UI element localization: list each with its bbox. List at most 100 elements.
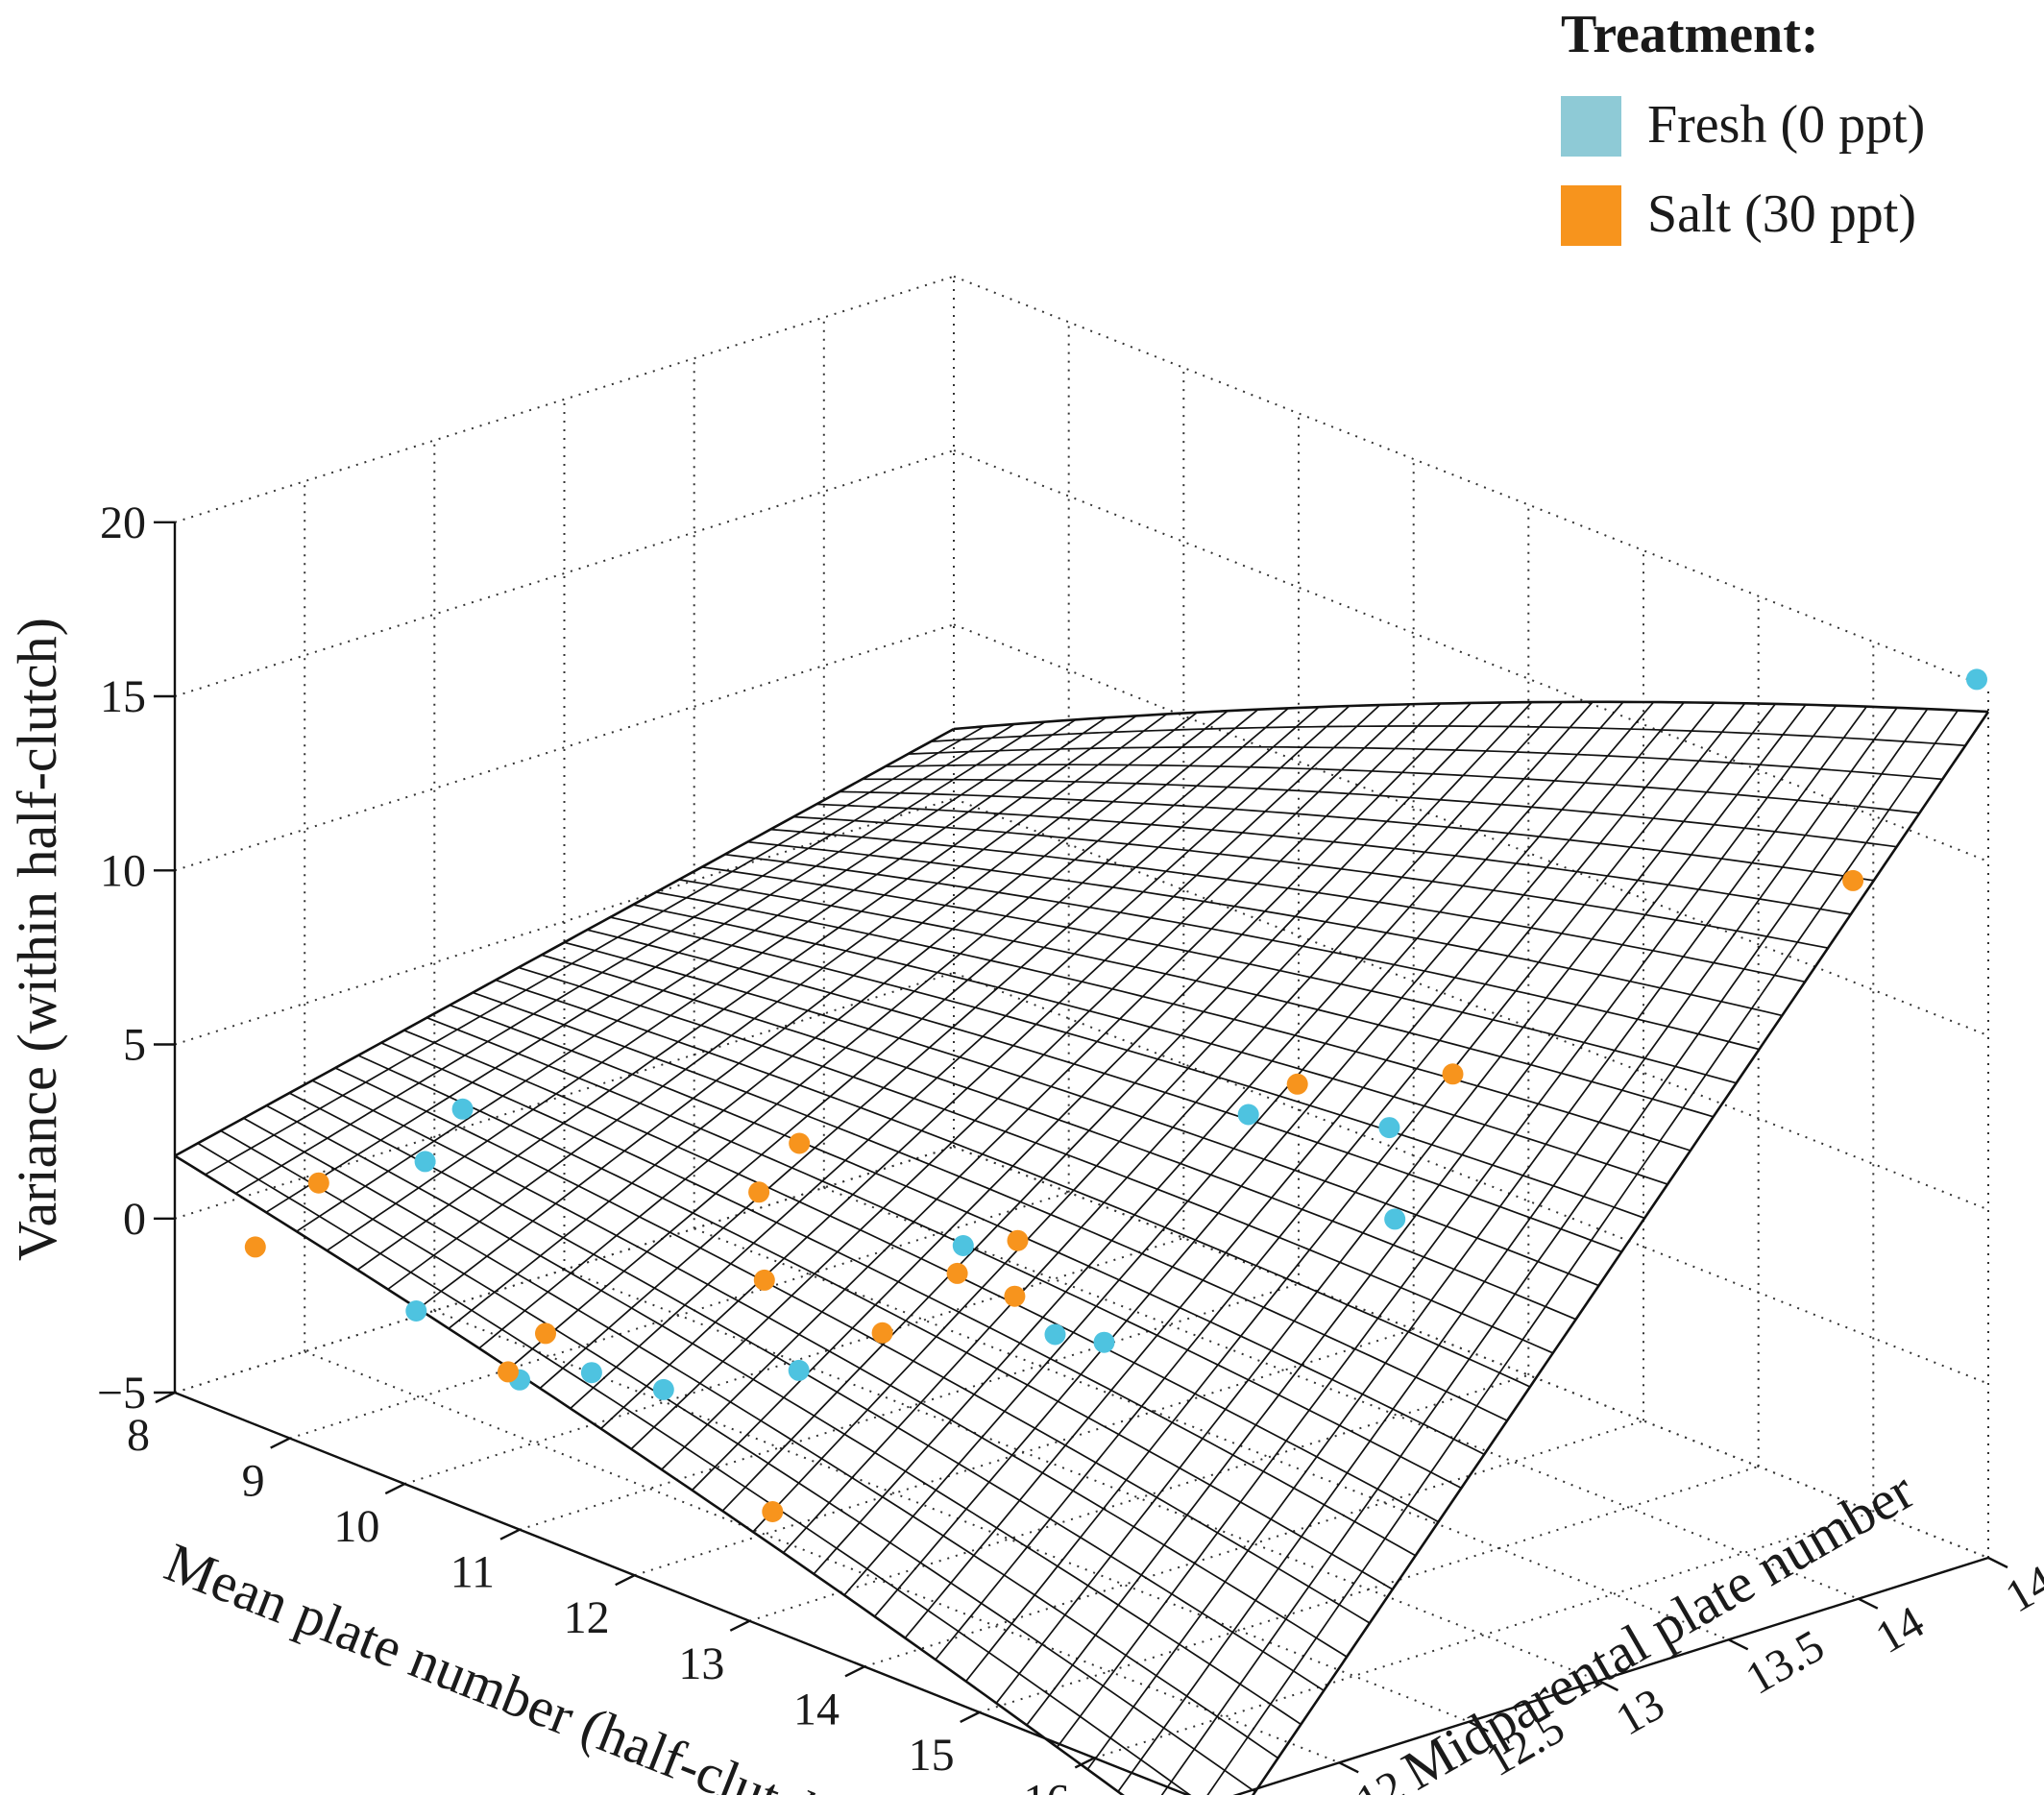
salt-point xyxy=(1007,1229,1029,1251)
fresh-point xyxy=(451,1098,474,1120)
x-tick xyxy=(729,1619,750,1632)
grid-line xyxy=(953,275,1989,689)
salt-point xyxy=(498,1361,519,1383)
surface-line xyxy=(564,941,1599,1287)
salt-point xyxy=(1004,1285,1026,1307)
surface-line xyxy=(220,1129,1256,1793)
legend-swatch-salt xyxy=(1561,185,1621,246)
surface-line xyxy=(747,840,1783,1017)
surface-line xyxy=(1206,710,1959,1795)
surface-line xyxy=(197,1142,1192,1795)
y-tick-label: 14.5 xyxy=(1997,1539,2044,1623)
fresh-point xyxy=(1384,1208,1406,1230)
grid-line xyxy=(174,623,955,872)
y-tick xyxy=(1728,1638,1749,1651)
x-tick xyxy=(155,1391,176,1404)
x-tick-label: 13 xyxy=(678,1638,724,1689)
y-tick xyxy=(1338,1761,1359,1774)
z-axis-label: Variance (within half-clutch) xyxy=(6,618,68,1261)
surface-line xyxy=(908,745,1943,781)
surface-line xyxy=(953,700,1989,731)
legend-swatch-fresh xyxy=(1561,96,1621,157)
legend-label-fresh: Fresh (0 ppt) xyxy=(1647,95,1925,155)
surface-line xyxy=(243,1117,1279,1759)
x-axis-label: Mean plate number (half-clutch) xyxy=(157,1531,855,1795)
x-tick xyxy=(1074,1757,1095,1769)
salt-point xyxy=(871,1322,893,1344)
y-tick xyxy=(1858,1597,1879,1610)
fresh-point xyxy=(405,1300,427,1322)
grid-line xyxy=(519,1282,1300,1531)
surface-line xyxy=(266,1104,1302,1726)
z-tick-label: −5 xyxy=(97,1368,146,1419)
surface-line xyxy=(587,929,1622,1253)
fresh-point xyxy=(652,1378,674,1400)
fresh-point xyxy=(1237,1104,1259,1126)
z-tick-label: 20 xyxy=(100,497,146,548)
axes xyxy=(154,521,2008,1795)
x-tick-label: 16 xyxy=(1023,1775,1069,1795)
grid-line xyxy=(174,449,955,697)
x-tick xyxy=(960,1710,981,1723)
surface-line xyxy=(472,991,1508,1421)
surface-line xyxy=(311,1079,1348,1658)
surface-line xyxy=(792,815,1829,949)
surface-line xyxy=(770,828,1806,983)
surface-line xyxy=(862,778,1897,848)
fitted-surface xyxy=(174,700,1990,1795)
fresh-point xyxy=(414,1151,436,1173)
grid-line xyxy=(953,449,1989,862)
z-tick-label: 10 xyxy=(100,845,146,896)
grid-line xyxy=(564,1269,1599,1682)
salt-point xyxy=(789,1132,811,1154)
z-tick-label: 5 xyxy=(123,1020,146,1071)
fresh-point xyxy=(1093,1331,1115,1353)
x-tick xyxy=(499,1528,521,1540)
y-tick-label: 14 xyxy=(1867,1596,1933,1663)
surface-line xyxy=(174,1154,1125,1795)
surface-line xyxy=(724,853,1760,1051)
surface-line xyxy=(678,879,1715,1118)
surface-line xyxy=(701,865,1737,1084)
x-tick xyxy=(615,1574,636,1587)
y-tick xyxy=(1597,1679,1619,1692)
y-tick xyxy=(1468,1720,1489,1733)
z-tick-label: 0 xyxy=(123,1194,146,1245)
legend: Treatment: Fresh (0 ppt) Salt (30 ppt) xyxy=(1561,5,1925,246)
surface-line xyxy=(541,954,1576,1321)
x-tick-label: 8 xyxy=(127,1410,150,1461)
y-axis-label: Midparental plate number xyxy=(1392,1459,1924,1795)
surface-line xyxy=(380,1042,1417,1557)
fresh-point xyxy=(1044,1323,1066,1346)
grid-line xyxy=(953,971,1989,1385)
salt-point xyxy=(762,1501,784,1522)
salt-point xyxy=(244,1236,266,1258)
grid-line xyxy=(823,1186,1860,1600)
x-axis-line xyxy=(174,1391,1191,1795)
surface-line xyxy=(495,979,1531,1388)
x-tick xyxy=(270,1437,291,1449)
surface-line xyxy=(815,803,1852,915)
surface-line xyxy=(839,790,1874,882)
surface-line xyxy=(403,1030,1439,1523)
surface-line xyxy=(288,1092,1325,1692)
salt-point xyxy=(1286,1073,1308,1095)
surface-line xyxy=(931,725,1966,747)
salt-point xyxy=(1442,1063,1464,1085)
surface-line xyxy=(885,764,1920,814)
x-tick-label: 12 xyxy=(564,1592,610,1643)
x-tick xyxy=(384,1483,405,1495)
z-tick-label: 15 xyxy=(100,671,146,722)
salt-point xyxy=(535,1322,556,1345)
fresh-point xyxy=(788,1359,810,1381)
x-tick-label: 14 xyxy=(793,1684,840,1734)
surface-line xyxy=(357,1055,1394,1590)
fresh-point xyxy=(1966,668,1987,691)
grid-line xyxy=(694,1227,1730,1641)
fresh-point xyxy=(580,1362,602,1384)
x-tick xyxy=(844,1665,865,1678)
surface-line xyxy=(426,1016,1462,1490)
legend-title: Treatment: xyxy=(1561,5,1819,64)
surface-line xyxy=(449,1004,1485,1456)
